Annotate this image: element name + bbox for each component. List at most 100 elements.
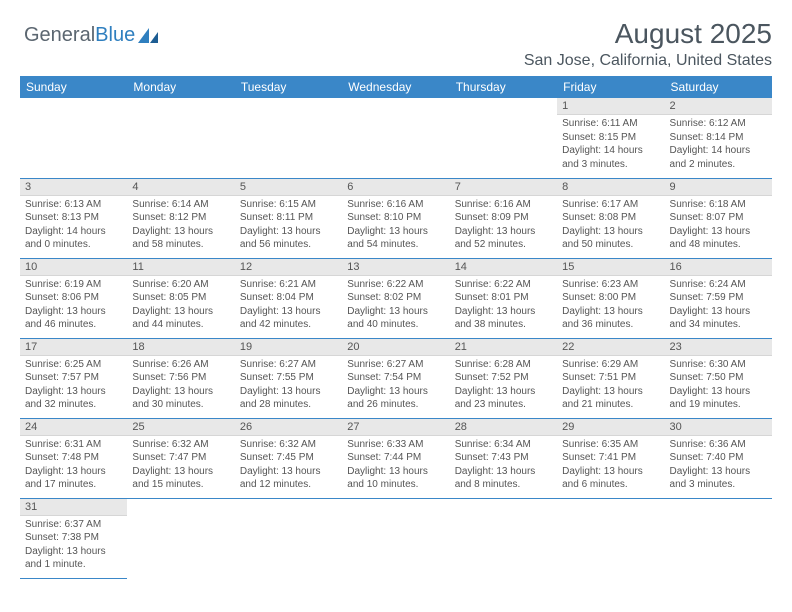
sunrise-text: Sunrise: 6:22 AM	[347, 278, 444, 292]
calendar-week: 17Sunrise: 6:25 AMSunset: 7:57 PMDayligh…	[20, 338, 772, 418]
day-number: 16	[665, 259, 772, 276]
sunset-text: Sunset: 7:52 PM	[455, 371, 552, 385]
sunset-text: Sunset: 8:08 PM	[562, 211, 659, 225]
sunset-text: Sunset: 7:44 PM	[347, 451, 444, 465]
daylight-text: Daylight: 13 hours and 42 minutes.	[240, 305, 337, 332]
calendar-cell: 9Sunrise: 6:18 AMSunset: 8:07 PMDaylight…	[665, 178, 772, 258]
daylight-text: Daylight: 13 hours and 10 minutes.	[347, 465, 444, 492]
location-text: San Jose, California, United States	[524, 52, 772, 70]
brand-part1: General	[24, 24, 95, 47]
daylight-text: Daylight: 13 hours and 34 minutes.	[670, 305, 767, 332]
calendar-cell: 5Sunrise: 6:15 AMSunset: 8:11 PMDaylight…	[235, 178, 342, 258]
day-body: Sunrise: 6:21 AMSunset: 8:04 PMDaylight:…	[235, 276, 342, 336]
daylight-text: Daylight: 13 hours and 50 minutes.	[562, 225, 659, 252]
day-number: 7	[450, 179, 557, 196]
day-body: Sunrise: 6:16 AMSunset: 8:10 PMDaylight:…	[342, 196, 449, 256]
calendar-cell	[235, 498, 342, 578]
calendar-cell: 10Sunrise: 6:19 AMSunset: 8:06 PMDayligh…	[20, 258, 127, 338]
day-body: Sunrise: 6:12 AMSunset: 8:14 PMDaylight:…	[665, 115, 772, 175]
daylight-text: Daylight: 13 hours and 3 minutes.	[670, 465, 767, 492]
calendar-cell: 19Sunrise: 6:27 AMSunset: 7:55 PMDayligh…	[235, 338, 342, 418]
calendar-body: 1Sunrise: 6:11 AMSunset: 8:15 PMDaylight…	[20, 98, 772, 578]
calendar-cell: 8Sunrise: 6:17 AMSunset: 8:08 PMDaylight…	[557, 178, 664, 258]
day-number: 5	[235, 179, 342, 196]
sunset-text: Sunset: 8:11 PM	[240, 211, 337, 225]
day-number: 9	[665, 179, 772, 196]
brand-logo: GeneralBlue	[24, 24, 160, 47]
sunrise-text: Sunrise: 6:27 AM	[347, 358, 444, 372]
sunset-text: Sunset: 7:47 PM	[132, 451, 229, 465]
day-number: 21	[450, 339, 557, 356]
daylight-text: Daylight: 13 hours and 26 minutes.	[347, 385, 444, 412]
day-number: 18	[127, 339, 234, 356]
day-number: 15	[557, 259, 664, 276]
daylight-text: Daylight: 13 hours and 28 minutes.	[240, 385, 337, 412]
calendar-cell	[450, 98, 557, 178]
sunrise-text: Sunrise: 6:21 AM	[240, 278, 337, 292]
daylight-text: Daylight: 13 hours and 17 minutes.	[25, 465, 122, 492]
sunset-text: Sunset: 7:57 PM	[25, 371, 122, 385]
sunrise-text: Sunrise: 6:34 AM	[455, 438, 552, 452]
month-title: August 2025	[524, 18, 772, 50]
calendar-cell: 31Sunrise: 6:37 AMSunset: 7:38 PMDayligh…	[20, 498, 127, 578]
day-number: 20	[342, 339, 449, 356]
calendar-cell: 23Sunrise: 6:30 AMSunset: 7:50 PMDayligh…	[665, 338, 772, 418]
sunrise-text: Sunrise: 6:31 AM	[25, 438, 122, 452]
sunrise-text: Sunrise: 6:37 AM	[25, 518, 122, 532]
calendar-cell	[20, 98, 127, 178]
calendar-cell: 11Sunrise: 6:20 AMSunset: 8:05 PMDayligh…	[127, 258, 234, 338]
day-body: Sunrise: 6:28 AMSunset: 7:52 PMDaylight:…	[450, 356, 557, 416]
calendar-cell: 29Sunrise: 6:35 AMSunset: 7:41 PMDayligh…	[557, 418, 664, 498]
calendar-cell: 14Sunrise: 6:22 AMSunset: 8:01 PMDayligh…	[450, 258, 557, 338]
sunset-text: Sunset: 7:43 PM	[455, 451, 552, 465]
day-header: Tuesday	[235, 76, 342, 98]
day-number: 14	[450, 259, 557, 276]
day-body: Sunrise: 6:19 AMSunset: 8:06 PMDaylight:…	[20, 276, 127, 336]
sunset-text: Sunset: 8:15 PM	[562, 131, 659, 145]
calendar-cell: 6Sunrise: 6:16 AMSunset: 8:10 PMDaylight…	[342, 178, 449, 258]
calendar-cell: 25Sunrise: 6:32 AMSunset: 7:47 PMDayligh…	[127, 418, 234, 498]
day-body: Sunrise: 6:37 AMSunset: 7:38 PMDaylight:…	[20, 516, 127, 576]
sunrise-text: Sunrise: 6:18 AM	[670, 198, 767, 212]
sunset-text: Sunset: 8:02 PM	[347, 291, 444, 305]
sunrise-text: Sunrise: 6:15 AM	[240, 198, 337, 212]
sunrise-text: Sunrise: 6:32 AM	[132, 438, 229, 452]
calendar-cell	[235, 98, 342, 178]
day-body: Sunrise: 6:18 AMSunset: 8:07 PMDaylight:…	[665, 196, 772, 256]
calendar-cell	[665, 498, 772, 578]
daylight-text: Daylight: 13 hours and 30 minutes.	[132, 385, 229, 412]
day-body: Sunrise: 6:36 AMSunset: 7:40 PMDaylight:…	[665, 436, 772, 496]
calendar-cell	[127, 498, 234, 578]
day-body: Sunrise: 6:13 AMSunset: 8:13 PMDaylight:…	[20, 196, 127, 256]
sunset-text: Sunset: 7:55 PM	[240, 371, 337, 385]
day-number: 27	[342, 419, 449, 436]
day-body: Sunrise: 6:27 AMSunset: 7:55 PMDaylight:…	[235, 356, 342, 416]
day-body: Sunrise: 6:20 AMSunset: 8:05 PMDaylight:…	[127, 276, 234, 336]
daylight-text: Daylight: 13 hours and 21 minutes.	[562, 385, 659, 412]
day-number: 6	[342, 179, 449, 196]
day-number: 31	[20, 499, 127, 516]
day-header: Wednesday	[342, 76, 449, 98]
day-body: Sunrise: 6:33 AMSunset: 7:44 PMDaylight:…	[342, 436, 449, 496]
calendar-cell: 22Sunrise: 6:29 AMSunset: 7:51 PMDayligh…	[557, 338, 664, 418]
daylight-text: Daylight: 13 hours and 48 minutes.	[670, 225, 767, 252]
day-body: Sunrise: 6:27 AMSunset: 7:54 PMDaylight:…	[342, 356, 449, 416]
sunset-text: Sunset: 8:12 PM	[132, 211, 229, 225]
logo-sail-icon	[138, 28, 160, 44]
sunrise-text: Sunrise: 6:13 AM	[25, 198, 122, 212]
day-header: Monday	[127, 76, 234, 98]
day-body: Sunrise: 6:15 AMSunset: 8:11 PMDaylight:…	[235, 196, 342, 256]
sunrise-text: Sunrise: 6:30 AM	[670, 358, 767, 372]
day-body: Sunrise: 6:24 AMSunset: 7:59 PMDaylight:…	[665, 276, 772, 336]
day-header-row: SundayMondayTuesdayWednesdayThursdayFrid…	[20, 76, 772, 98]
sunset-text: Sunset: 7:54 PM	[347, 371, 444, 385]
sunset-text: Sunset: 7:45 PM	[240, 451, 337, 465]
calendar-cell	[342, 498, 449, 578]
day-body: Sunrise: 6:22 AMSunset: 8:01 PMDaylight:…	[450, 276, 557, 336]
calendar-cell: 30Sunrise: 6:36 AMSunset: 7:40 PMDayligh…	[665, 418, 772, 498]
sunrise-text: Sunrise: 6:23 AM	[562, 278, 659, 292]
day-body: Sunrise: 6:35 AMSunset: 7:41 PMDaylight:…	[557, 436, 664, 496]
calendar-week: 31Sunrise: 6:37 AMSunset: 7:38 PMDayligh…	[20, 498, 772, 578]
sunset-text: Sunset: 8:00 PM	[562, 291, 659, 305]
calendar-cell: 7Sunrise: 6:16 AMSunset: 8:09 PMDaylight…	[450, 178, 557, 258]
